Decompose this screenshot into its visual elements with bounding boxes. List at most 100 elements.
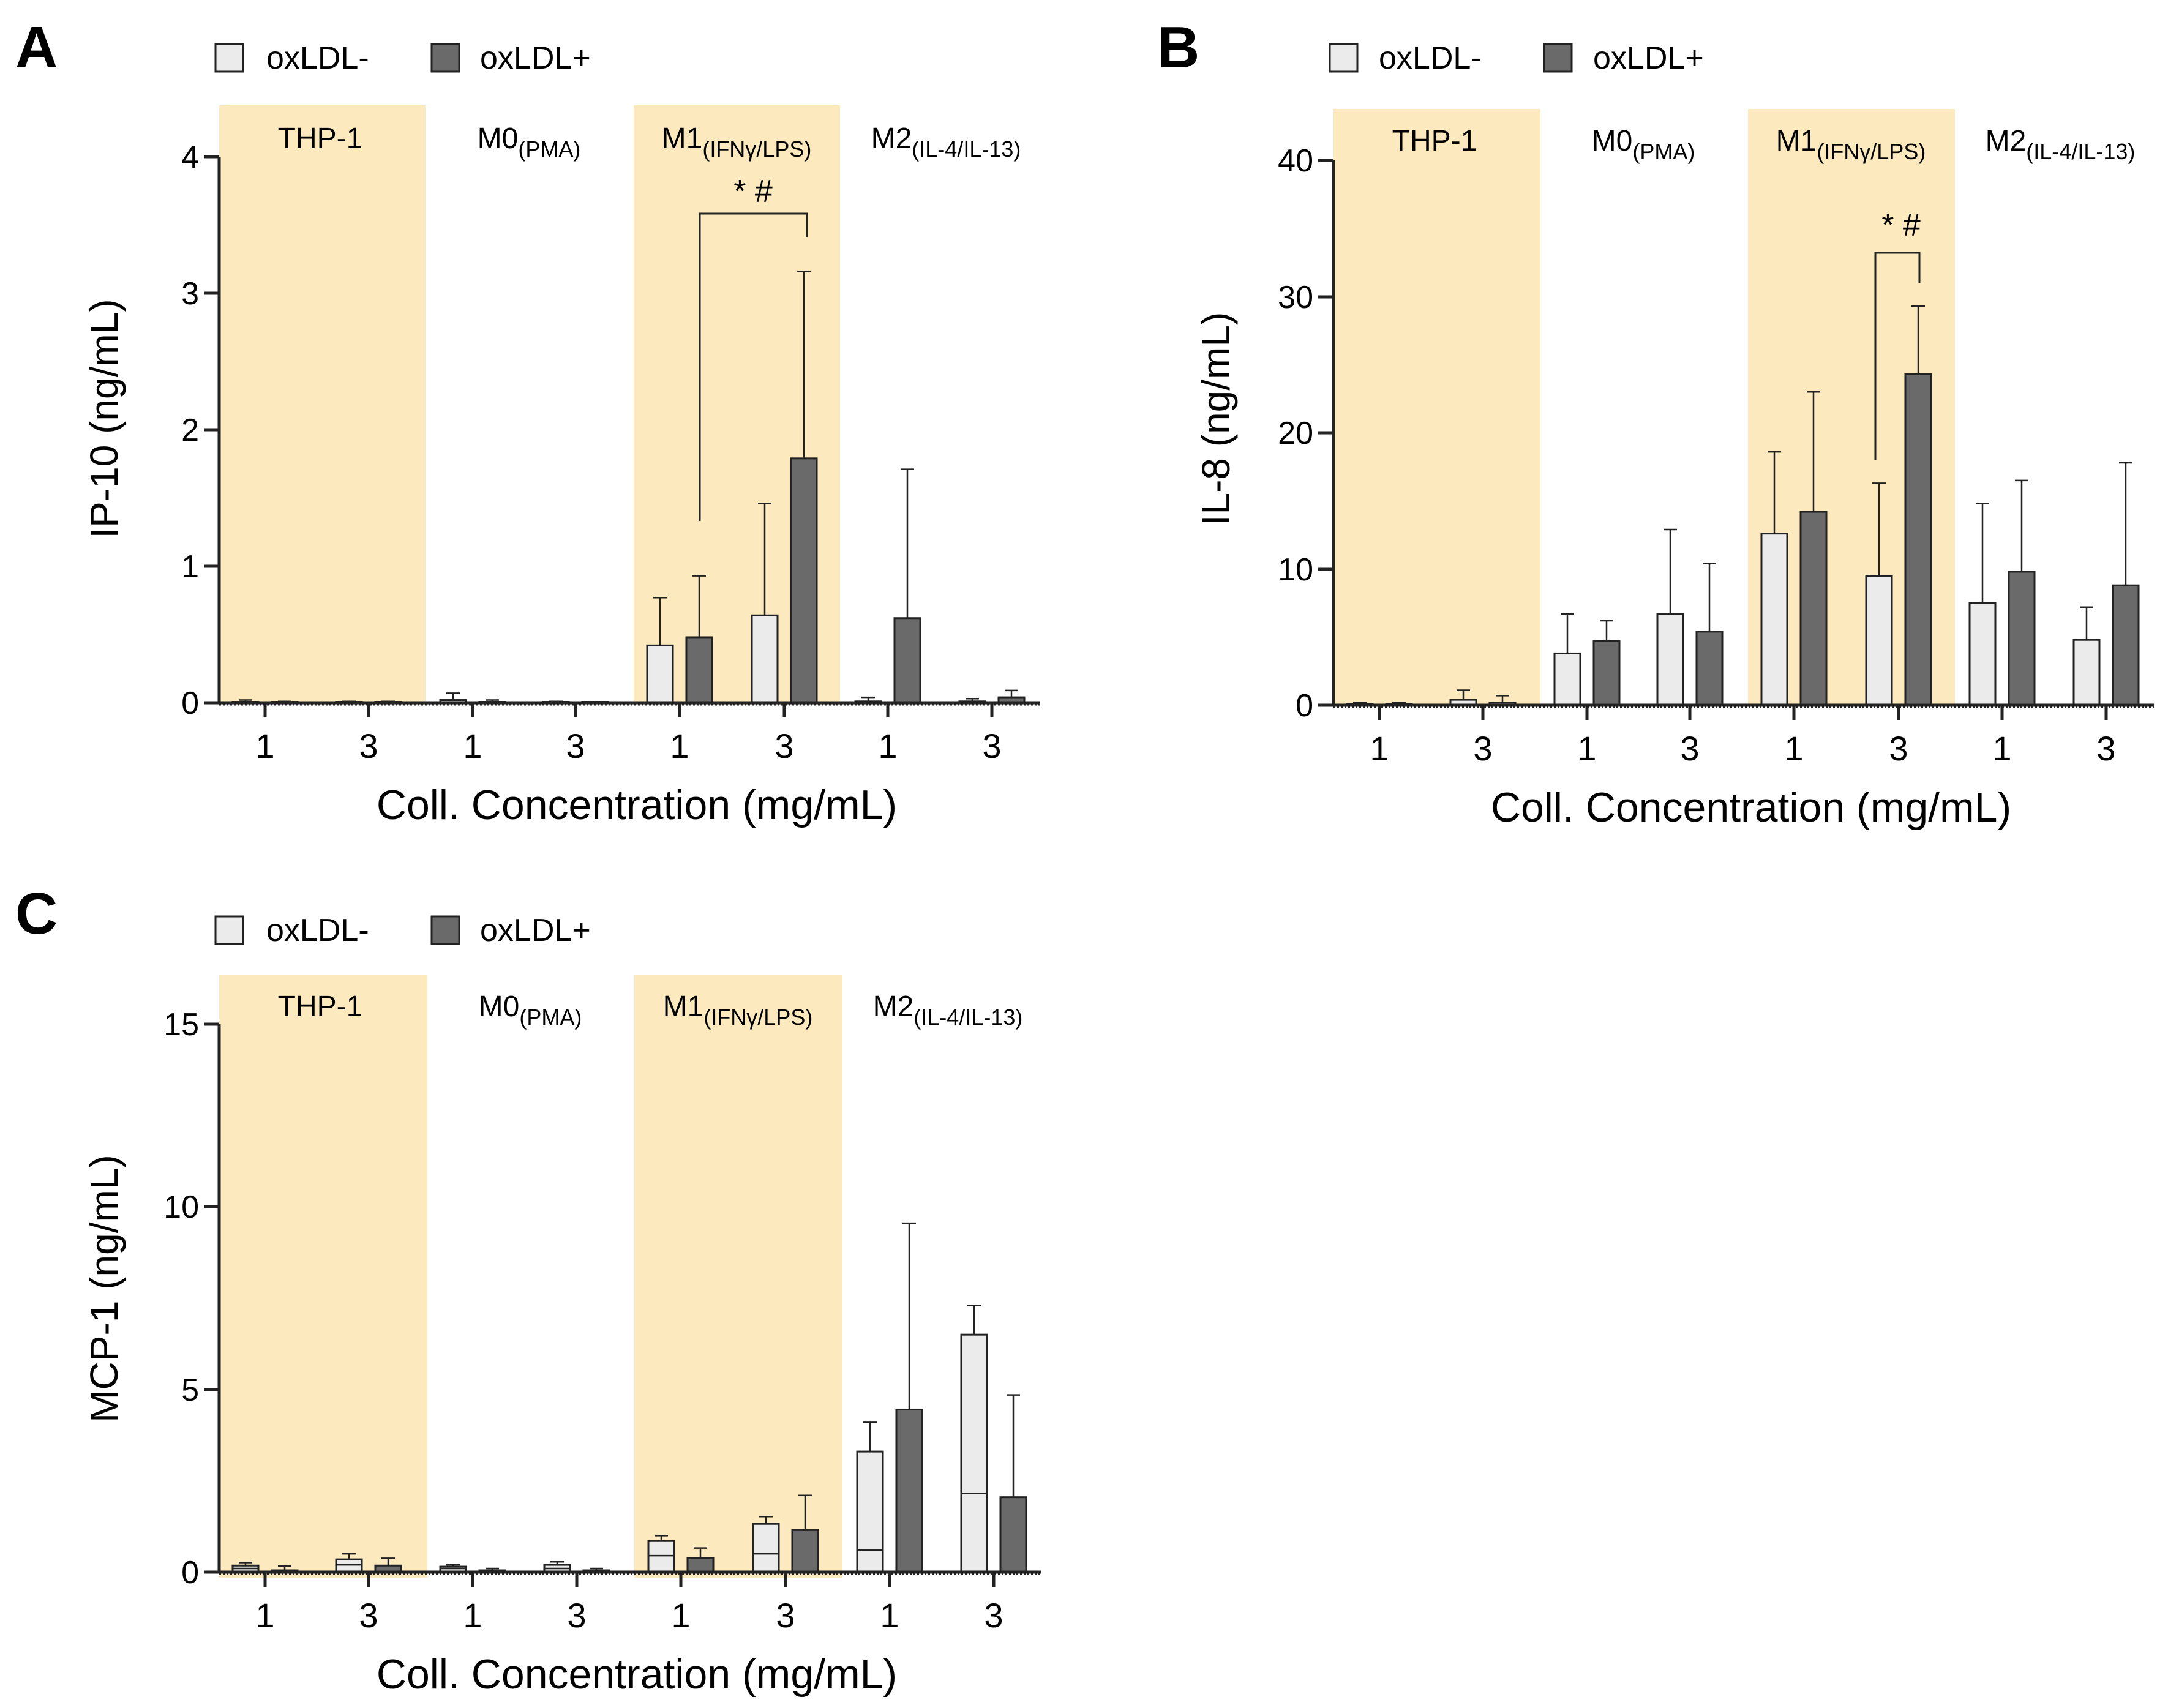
xtick-c-6: 1 <box>880 1572 899 1635</box>
xticks-c: 1 3 1 3 1 3 1 3 <box>255 1572 1003 1635</box>
xtick-c-0: 1 <box>255 1572 275 1635</box>
xtick-c-4: 1 <box>671 1572 691 1635</box>
significance-bracket-b <box>1874 252 1921 460</box>
ytick-c-3: 15 <box>163 1007 219 1043</box>
ytick-label: 0 <box>181 686 199 721</box>
legend-c: oxLDL- oxLDL+ <box>214 913 591 948</box>
group-label-m2: M2(IL-4/IL-13) <box>873 991 1023 1030</box>
ytick-b-0: 0 <box>1296 688 1333 724</box>
bar-b-pos-5 <box>1904 373 1932 706</box>
bar-b-neg-2 <box>1553 652 1581 706</box>
bar-b-neg-4 <box>1760 533 1788 706</box>
xtick-label: 1 <box>670 727 689 765</box>
xtick-label: 1 <box>878 727 897 765</box>
legend-a: oxLDL- oxLDL+ <box>214 40 591 76</box>
group-label-m1: M1(IFNγ/LPS) <box>662 122 812 162</box>
ytick-label: 3 <box>181 276 199 312</box>
group-label-m1: M1(IFNγ/LPS) <box>663 991 813 1030</box>
ytick-label: 15 <box>163 1007 199 1043</box>
significance-b: * # <box>1874 208 1921 460</box>
ytick-label: 2 <box>181 413 199 448</box>
bars-c <box>231 1222 1027 1573</box>
panel-a: A oxLDL- oxLDL+ THP-1 M0(PMA) M1(IFNγ/LP… <box>15 15 1040 828</box>
significance-a: * # <box>699 174 808 521</box>
ytick-a-2: 2 <box>181 413 219 448</box>
xtick-label: 1 <box>255 1596 274 1635</box>
xtick-c-3: 3 <box>567 1572 587 1635</box>
bar-c-neg-5 <box>752 1523 780 1573</box>
group-label-m0: M0(PMA) <box>479 991 582 1030</box>
y-axis-label-c: MCP-1 (ng/mL) <box>82 1155 126 1422</box>
ytick-b-2: 20 <box>1278 416 1333 451</box>
ytick-label: 0 <box>181 1555 199 1590</box>
legend-b: oxLDL- oxLDL+ <box>1329 40 1704 76</box>
legend-label-neg: oxLDL- <box>1379 40 1482 76</box>
x-axis-label-a: Coll. Concentration (mg/mL) <box>377 782 897 828</box>
bar-b-neg-3 <box>1656 613 1684 706</box>
xtick-label: 1 <box>1577 729 1596 768</box>
xtick-label: 3 <box>359 1596 378 1635</box>
ytick-label: 0 <box>1296 688 1313 724</box>
ytick-label: 10 <box>163 1189 199 1225</box>
xtick-a-1: 3 <box>359 703 378 765</box>
legend-swatch-pos <box>1543 43 1573 73</box>
legend-swatch-pos <box>430 43 460 73</box>
xtick-b-7: 3 <box>2096 705 2116 768</box>
xtick-b-6: 1 <box>1992 705 2012 768</box>
ytick-label: 30 <box>1278 280 1313 315</box>
xtick-label: 1 <box>255 727 274 765</box>
xtick-b-2: 1 <box>1577 705 1597 768</box>
legend-swatch-neg <box>214 915 244 945</box>
panel-b-letter: B <box>1157 15 1199 80</box>
xtick-label: 3 <box>1680 729 1699 768</box>
ytick-a-1: 1 <box>181 549 219 585</box>
bar-a-neg-5 <box>751 614 779 704</box>
xtick-a-7: 3 <box>982 703 1002 765</box>
group-label-thp1: THP-1 <box>278 991 363 1023</box>
y-axis-c: 0 5 10 15 <box>163 1007 221 1590</box>
panel-c-letter: C <box>15 881 58 946</box>
x-axis-label-b: Coll. Concentration (mg/mL) <box>1491 784 2011 831</box>
y-axis-label-a: IP-10 (ng/mL) <box>82 299 126 538</box>
ytick-b-1: 10 <box>1278 552 1333 588</box>
panel-c: C oxLDL- oxLDL+ THP-1 M0(PMA) M1(IFNγ/LP… <box>15 881 1041 1698</box>
ytick-c-0: 0 <box>181 1555 219 1590</box>
bar-b-pos-2 <box>1592 640 1621 706</box>
xtick-b-1: 3 <box>1473 705 1493 768</box>
xtick-label: 3 <box>1889 729 1908 768</box>
bar-c-neg-1 <box>335 1558 363 1573</box>
xtick-c-1: 3 <box>359 1572 378 1635</box>
group-shades-a <box>219 105 840 704</box>
xtick-b-0: 1 <box>1370 705 1389 768</box>
panel-a-letter: A <box>15 15 58 80</box>
bar-c-pos-6 <box>895 1408 923 1573</box>
ytick-label: 40 <box>1278 143 1313 179</box>
bar-c-pos-7 <box>999 1496 1027 1573</box>
xtick-a-6: 1 <box>878 703 898 765</box>
xtick-a-2: 1 <box>463 703 482 765</box>
xtick-label: 1 <box>1784 729 1803 768</box>
xtick-a-3: 3 <box>566 703 585 765</box>
legend-swatch-neg <box>214 43 244 73</box>
bar-a-pos-4 <box>685 636 713 704</box>
xtick-label: 1 <box>1992 729 2011 768</box>
bar-c-neg-4 <box>647 1540 675 1573</box>
xticks-b: 1 3 1 3 1 3 1 3 <box>1370 705 2116 768</box>
xtick-b-5: 3 <box>1889 705 1908 768</box>
bar-b-pos-4 <box>1799 511 1828 706</box>
x-axis-b: 1 3 1 3 1 3 1 3 <box>1333 703 2154 768</box>
bar-b-neg-6 <box>1968 602 1997 706</box>
ytick-label: 10 <box>1278 552 1313 588</box>
xtick-c-7: 3 <box>984 1572 1003 1635</box>
xtick-a-5: 3 <box>775 703 794 765</box>
group-shade-thp1 <box>219 975 427 1578</box>
ytick-label: 4 <box>181 140 199 175</box>
xtick-label: 3 <box>2096 729 2115 768</box>
bar-c-neg-6 <box>856 1450 884 1573</box>
group-label-m2: M2(IL-4/IL-13) <box>1986 125 2136 164</box>
xtick-c-5: 3 <box>776 1572 795 1635</box>
bar-b-pos-7 <box>2112 584 2140 706</box>
y-axis-b: 0 10 20 30 40 <box>1278 143 1335 724</box>
group-shade-m1 <box>634 975 842 1578</box>
